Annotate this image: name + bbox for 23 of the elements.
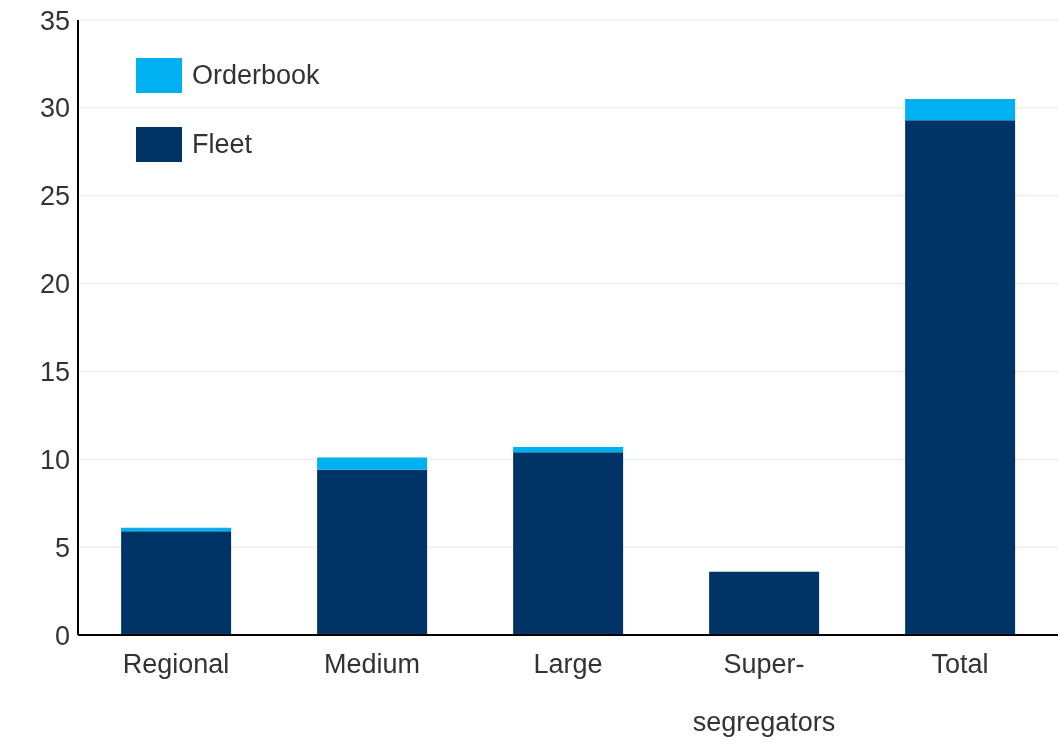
y-tick-label: 15 — [39, 357, 70, 388]
y-tick-label: 30 — [39, 93, 70, 124]
y-tick-label: 35 — [39, 5, 70, 36]
bar — [317, 469, 428, 635]
x-tick-label: Medium — [323, 649, 421, 679]
y-tick-label: 25 — [39, 181, 70, 212]
bar — [513, 446, 624, 453]
x-tick-label: Regional — [122, 649, 230, 679]
y-tick-label: 0 — [54, 620, 70, 651]
bar — [121, 531, 232, 635]
legend-label: Orderbook — [192, 60, 320, 91]
x-tick-label: Total — [931, 649, 989, 679]
bar — [905, 120, 1016, 635]
y-tick-label: 5 — [54, 532, 70, 563]
bar — [513, 452, 624, 635]
bar — [317, 457, 428, 470]
legend-label: Fleet — [192, 129, 253, 160]
bar — [905, 99, 1016, 121]
y-tick-label: 10 — [39, 444, 70, 475]
x-tick-label: Super-segregators — [692, 649, 836, 737]
y-tick-label: 20 — [39, 269, 70, 300]
x-tick-label: Large — [533, 649, 603, 679]
bar — [709, 571, 820, 635]
